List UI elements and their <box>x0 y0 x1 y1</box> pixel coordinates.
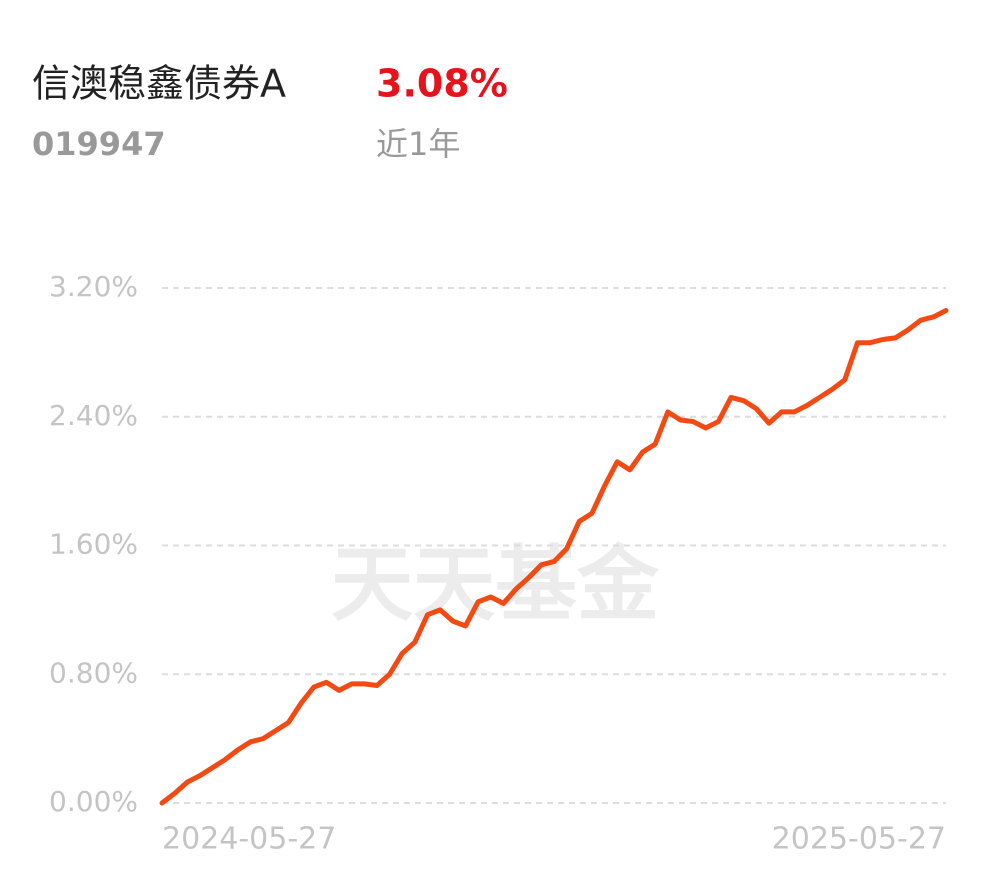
line-series <box>159 308 949 806</box>
x-tick-label: 2025-05-27 <box>772 822 946 857</box>
fund-name: 信澳稳鑫债券A <box>32 62 286 106</box>
y-tick-label: 3.20% <box>49 270 138 303</box>
y-tick-label: 2.40% <box>49 399 138 432</box>
watermark: 天天基金 <box>331 537 660 632</box>
x-tick-label: 2024-05-27 <box>162 822 336 857</box>
y-tick-label: 0.00% <box>49 785 138 818</box>
fund-code: 019947 <box>32 125 166 163</box>
fund-return: 3.08% <box>376 62 508 106</box>
period-label: 近1年 <box>376 125 460 163</box>
y-tick-label: 0.80% <box>49 656 138 689</box>
y-tick-label: 1.60% <box>49 528 138 561</box>
